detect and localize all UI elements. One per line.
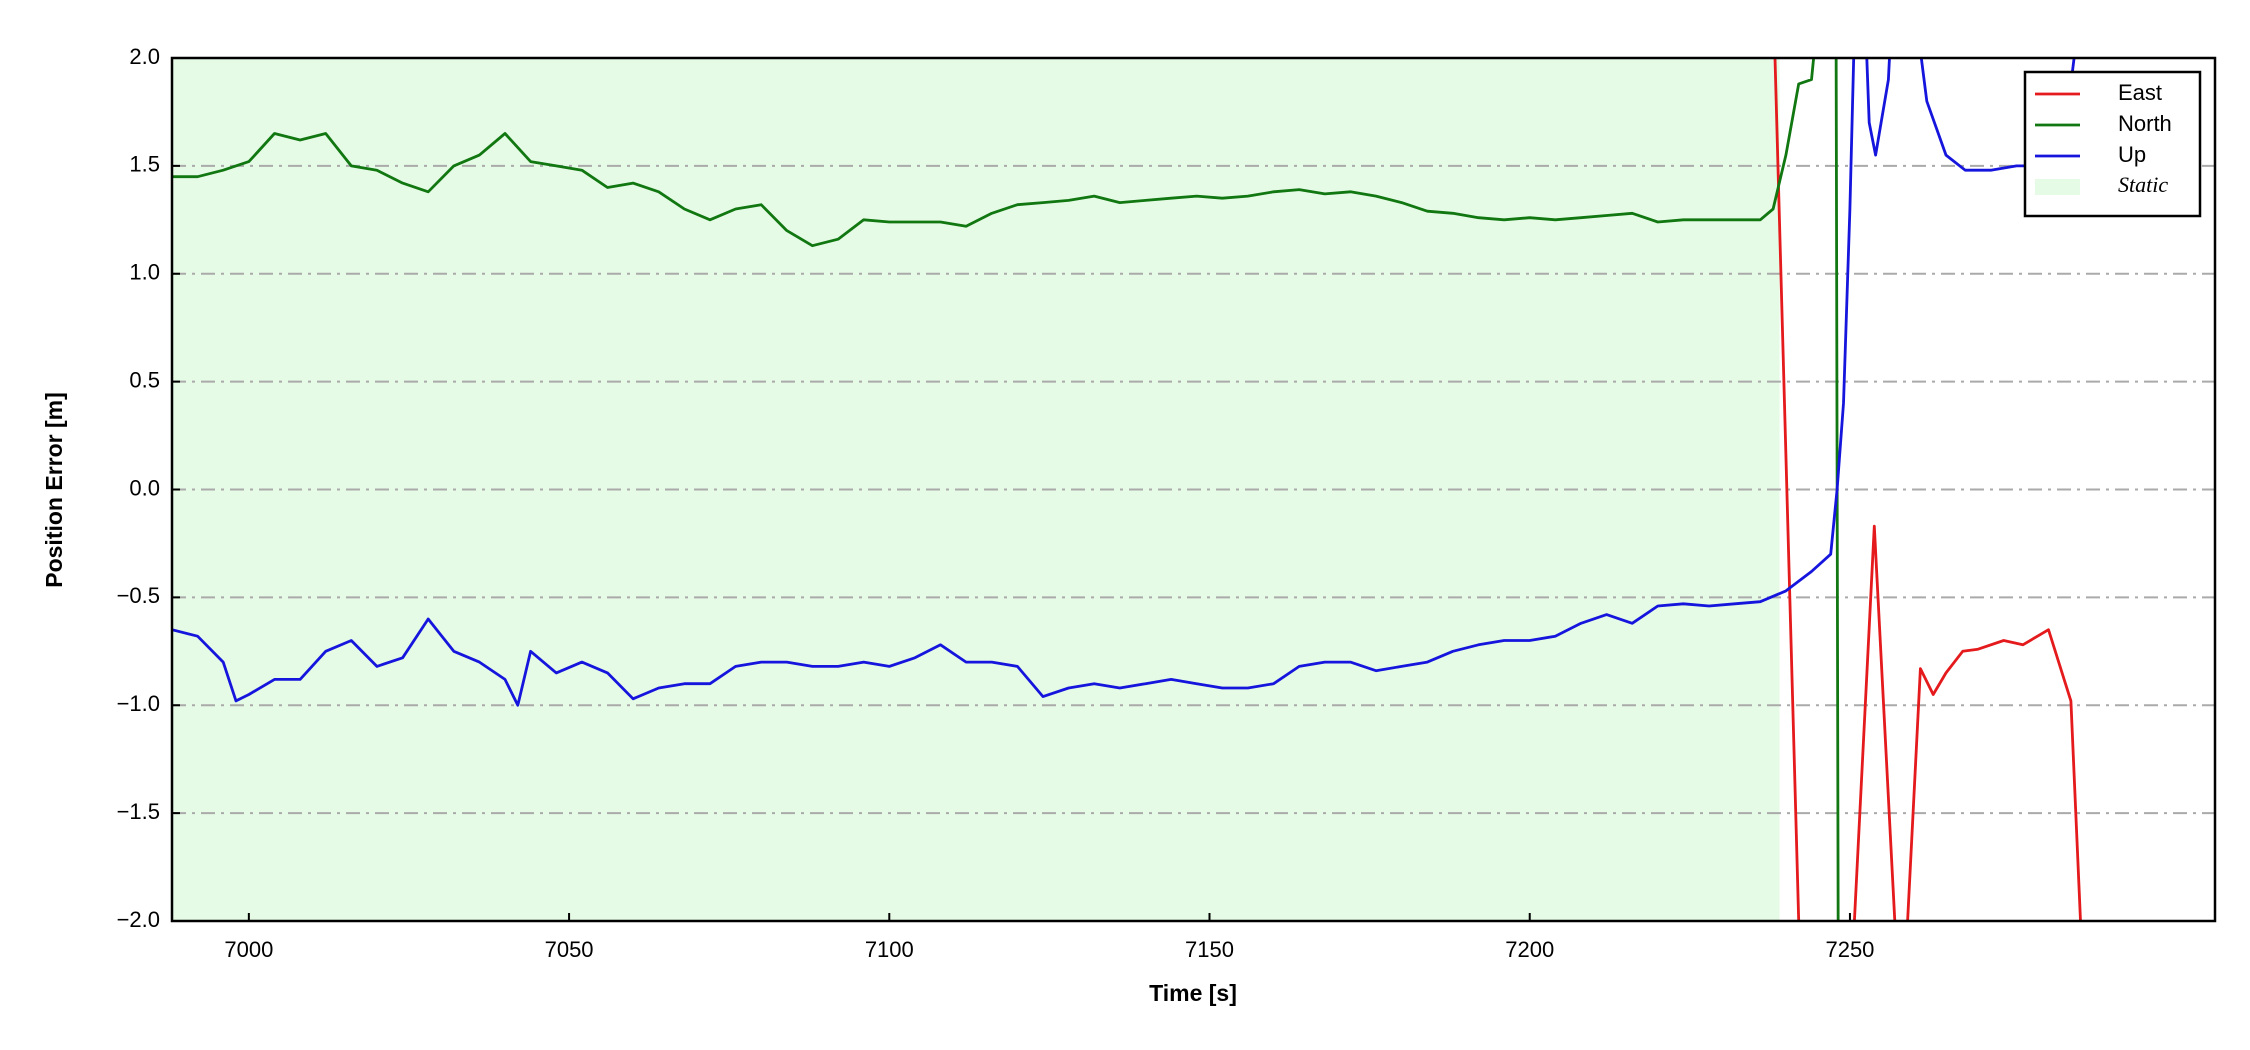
series-line xyxy=(1773,58,2082,921)
y-tick-label: −0.5 xyxy=(117,583,160,608)
x-tick-label: 7050 xyxy=(545,937,594,962)
plot-frame xyxy=(170,56,2217,923)
y-tick-label: 0.5 xyxy=(129,367,160,392)
y-tick-label: −1.5 xyxy=(117,799,160,824)
x-tick-label: 7150 xyxy=(1185,937,1234,962)
series-line xyxy=(172,58,2076,707)
legend-label: Static xyxy=(2118,172,2168,197)
legend-label: East xyxy=(2118,80,2162,105)
y-tick-label: 0.0 xyxy=(129,475,160,500)
x-tick-label: 7250 xyxy=(1825,937,1874,962)
series-line xyxy=(172,58,1840,921)
y-tick-label: 1.5 xyxy=(129,152,160,177)
plot-area xyxy=(172,58,2082,921)
x-tick-label: 7100 xyxy=(865,937,914,962)
x-tick-label: 7000 xyxy=(224,937,273,962)
y-tick-label: 2.0 xyxy=(129,44,160,69)
legend-label: North xyxy=(2118,111,2172,136)
y-tick-label: −2.0 xyxy=(117,907,160,932)
x-axis-label: Time [s] xyxy=(1149,980,1237,1006)
y-tick-label: 1.0 xyxy=(129,260,160,285)
y-tick-label: −1.0 xyxy=(117,691,160,716)
y-axis-label: Position Error [m] xyxy=(41,392,67,588)
legend-swatch xyxy=(2035,179,2080,195)
legend-label: Up xyxy=(2118,142,2146,167)
x-tick-label: 7200 xyxy=(1505,937,1554,962)
